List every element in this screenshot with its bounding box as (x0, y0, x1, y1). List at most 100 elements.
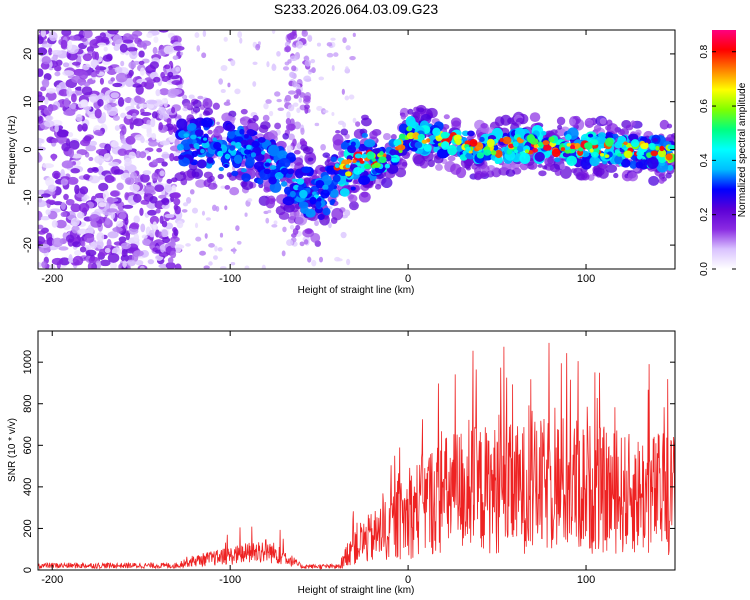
spectrogram-cell (345, 171, 352, 177)
spectrogram-cell (90, 71, 97, 78)
spectrogram-cell (106, 238, 112, 249)
spectrogram-cell (124, 97, 133, 103)
spectrogram-cell (443, 114, 450, 120)
spectrogram-cell (38, 142, 42, 147)
spectrogram-cell (305, 187, 311, 193)
spectrogram-cell (118, 212, 127, 220)
spectrogram-cell (247, 122, 259, 131)
spectrogram-cell (51, 138, 59, 144)
spectrogram-cell (239, 37, 243, 44)
spectrogram-cell (292, 138, 297, 147)
spectrogram-x-axis: -200 -100 0 100 (41, 30, 595, 285)
spectrogram-cell (623, 141, 628, 145)
spectrogram-cell (240, 108, 248, 115)
spectrogram-cell (268, 176, 277, 185)
spectrogram-cell (172, 55, 179, 60)
spectrogram-cell (65, 234, 75, 243)
spectrogram-cell (417, 107, 425, 113)
spectrogram-cell (316, 42, 322, 47)
spectrogram-cell (204, 233, 208, 239)
spectrogram-cell (512, 141, 519, 148)
spectrogram-cell (60, 211, 68, 217)
spectrogram-cell (273, 220, 278, 225)
spectrogram-cell (371, 164, 376, 169)
spectrogram-cell (43, 120, 55, 128)
spectrogram-cell (176, 220, 184, 229)
spectrogram-cell (318, 76, 325, 81)
spectrogram-cell (63, 109, 76, 116)
spectrogram-cell (593, 124, 602, 132)
spectrogram-cell (598, 168, 609, 179)
spectrogram-cell (126, 47, 138, 52)
spectrogram-cell (38, 146, 46, 151)
spectrogram-cell (138, 50, 145, 58)
spectrogram-cell (83, 135, 92, 142)
spectrogram-cell (147, 209, 157, 216)
spectrogram-cell (280, 181, 288, 187)
spectrogram-cell (112, 34, 123, 45)
spectrogram-cell (179, 171, 186, 176)
spectrogram-cell (87, 262, 93, 269)
spectrogram-cell (141, 234, 148, 239)
spectrogram-cell (117, 201, 125, 211)
spectrogram-cell (276, 50, 281, 57)
spectrogram-cell (468, 150, 473, 154)
spectrogram-cell (139, 265, 145, 269)
spectrogram-cell (293, 94, 299, 99)
spectrogram-cell (44, 96, 49, 105)
spectrogram-cell (194, 222, 199, 229)
spectrogram-cell (93, 129, 103, 136)
spectrogram-cell (329, 199, 335, 206)
spectrogram-cell (524, 149, 530, 154)
spectrogram-cell (168, 135, 177, 143)
spectrogram-cell (263, 168, 271, 175)
spectrogram-cell (146, 103, 155, 109)
figure-title: S233.2026.064.03.09.G23 (274, 1, 438, 17)
spectrogram-cell (349, 56, 356, 61)
spectrogram-cell (128, 151, 136, 159)
spectrogram-cell (66, 40, 73, 51)
spectrogram-cell (315, 179, 325, 189)
spectrogram-cell (60, 169, 65, 177)
spectrogram-cell (158, 113, 169, 120)
spectrogram-cell (640, 143, 649, 150)
spectrogram-cell (225, 123, 236, 132)
spectrogram-cell (508, 143, 514, 149)
snr-y-label: SNR (10 * v/v) (7, 418, 18, 482)
spectrogram-cell (169, 239, 176, 248)
spectrogram-cell (220, 64, 228, 72)
spectrogram-cell (423, 144, 432, 152)
spectrogram-cell (108, 161, 120, 167)
spectrogram-cell (502, 136, 512, 145)
spectrogram-cell (613, 172, 619, 179)
spectrogram-cell (277, 107, 285, 111)
spectrogram-cell (220, 266, 227, 269)
spectrogram-cell (71, 61, 81, 66)
spectrogram-cell (91, 51, 97, 60)
spectrogram-cell (230, 261, 236, 266)
spectrogram-cell (220, 89, 226, 94)
spectrogram-cell (60, 178, 69, 186)
spectrogram-cell (235, 225, 240, 231)
spectrogram-cell (381, 177, 393, 188)
spectrogram-cell (164, 64, 171, 70)
spectrogram-cell (303, 239, 309, 245)
spectrogram-cell (61, 160, 74, 169)
spectrogram-cell (68, 147, 75, 158)
spectrogram-cell (267, 195, 276, 205)
spectrogram-cell (114, 125, 120, 131)
spectrogram-cell (491, 150, 497, 156)
spectrogram-cell (307, 157, 314, 162)
spectrogram-cell (67, 176, 79, 185)
spectrogram-cell (163, 45, 175, 55)
spectrogram-cell (96, 239, 104, 250)
spectrogram-cell (295, 40, 304, 49)
spectrogram-cell (304, 59, 312, 67)
spectrogram-cell (158, 30, 169, 33)
spectrogram-cell (89, 140, 98, 147)
spectrogram-cell (208, 243, 215, 248)
spectrogram-cell (166, 178, 173, 184)
spectrogram-cell (77, 124, 83, 132)
spectrogram-cell (146, 119, 151, 127)
spectrogram-cell (45, 91, 57, 101)
